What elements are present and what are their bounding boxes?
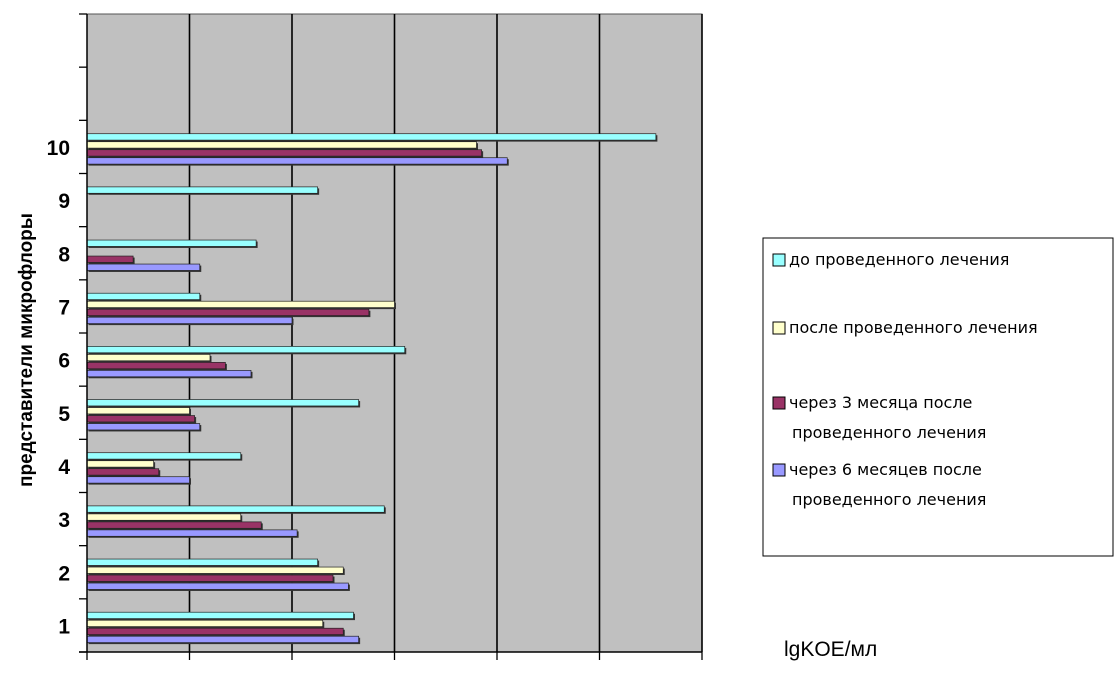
bar-cat6-series3 (86, 362, 226, 370)
bar-cat10-series3 (86, 149, 482, 157)
bar-cat7-series4 (86, 316, 293, 324)
x-axis-title: lgKOE/мл (784, 638, 877, 661)
bar-cat7-series2 (86, 300, 395, 308)
bar-cat5-series1 (86, 399, 359, 407)
bar-cat4-series1 (86, 452, 242, 460)
category-label-7: 7 (58, 296, 70, 319)
legend-swatch-2 (772, 321, 786, 335)
bar-cat3-series4 (86, 529, 298, 537)
legend: до проведенного лечения после проведенног… (762, 237, 1114, 557)
legend-label-3: через 3 месяца после (789, 393, 972, 412)
bars (86, 133, 658, 645)
bar-cat2-series3 (86, 574, 334, 582)
bar-cat2-series4 (86, 582, 349, 590)
bar-cat9-series1 (86, 186, 318, 194)
category-label-3: 3 (58, 509, 70, 532)
legend-label-1: до проведенного лечения (789, 250, 1009, 269)
category-label-1: 1 (58, 615, 70, 638)
category-label-9: 9 (58, 190, 70, 213)
legend-label-3: проведенного лечения (792, 423, 986, 442)
bar-cat3-series1 (86, 505, 385, 513)
bar-cat1-series1 (86, 611, 354, 619)
bar-cat2-series2 (86, 566, 344, 574)
bar-cat8-series1 (86, 239, 257, 247)
bar-cat1-series4 (86, 635, 359, 643)
bar-cat8-series3 (86, 255, 134, 263)
legend-box (762, 237, 1114, 557)
legend-swatch-1 (772, 253, 786, 267)
bar-cat5-series2 (86, 407, 190, 415)
bar-cat7-series1 (86, 292, 201, 300)
legend-label-4: проведенного лечения (792, 490, 986, 509)
tick-labels: 02468101212345678910 (47, 137, 714, 675)
bar-cat10-series4 (86, 157, 508, 165)
bar-cat10-series1 (86, 133, 657, 141)
axes (79, 13, 703, 660)
bar-cat2-series1 (86, 558, 318, 566)
category-label-8: 8 (58, 243, 70, 266)
bar-cat3-series2 (86, 513, 242, 521)
bar-cat6-series4 (86, 370, 252, 378)
category-label-6: 6 (58, 350, 70, 373)
legend-label-4: через 6 месяцев после (789, 460, 982, 479)
bar-cat4-series2 (86, 460, 154, 468)
legend-label-2: после проведенного лечения (789, 318, 1038, 337)
bar-cat10-series2 (86, 141, 477, 149)
bar-cat5-series4 (86, 423, 201, 431)
y-axis-title: представители микрофлоры (16, 213, 37, 487)
bar-cat7-series3 (86, 308, 370, 316)
bar-cat4-series4 (86, 476, 190, 484)
category-label-5: 5 (58, 403, 70, 426)
legend-swatch-3 (772, 396, 786, 410)
category-label-10: 10 (47, 137, 70, 160)
bar-cat5-series3 (86, 415, 195, 423)
category-label-2: 2 (58, 562, 70, 585)
bar-cat4-series3 (86, 468, 160, 476)
bar-cat1-series3 (86, 627, 344, 635)
category-label-4: 4 (58, 456, 70, 479)
plot-area (86, 13, 703, 653)
bar-cat6-series1 (86, 346, 406, 354)
bar-cat1-series2 (86, 619, 324, 627)
bar-cat3-series3 (86, 521, 262, 529)
bar-cat8-series4 (86, 263, 201, 271)
bar-cat6-series2 (86, 354, 211, 362)
legend-swatch-4 (772, 463, 786, 477)
